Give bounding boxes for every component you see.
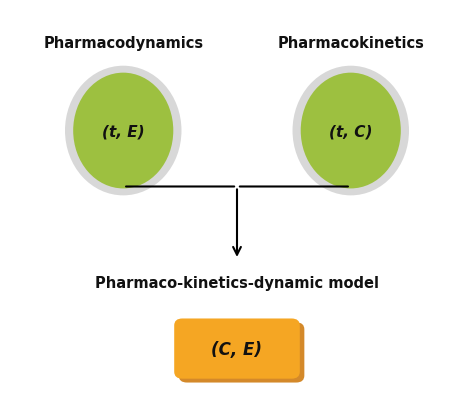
Text: (t, C): (t, C) [329, 124, 373, 139]
Ellipse shape [73, 73, 173, 189]
Ellipse shape [65, 67, 182, 196]
Text: (t, E): (t, E) [102, 124, 145, 139]
Ellipse shape [301, 73, 401, 189]
Text: Pharmaco-kinetics-dynamic model: Pharmaco-kinetics-dynamic model [95, 276, 379, 291]
FancyBboxPatch shape [179, 322, 304, 383]
Ellipse shape [292, 67, 409, 196]
Text: Pharmacokinetics: Pharmacokinetics [277, 36, 424, 51]
Text: Pharmacodynamics: Pharmacodynamics [43, 36, 203, 51]
Text: (C, E): (C, E) [211, 340, 263, 358]
FancyBboxPatch shape [174, 319, 300, 379]
